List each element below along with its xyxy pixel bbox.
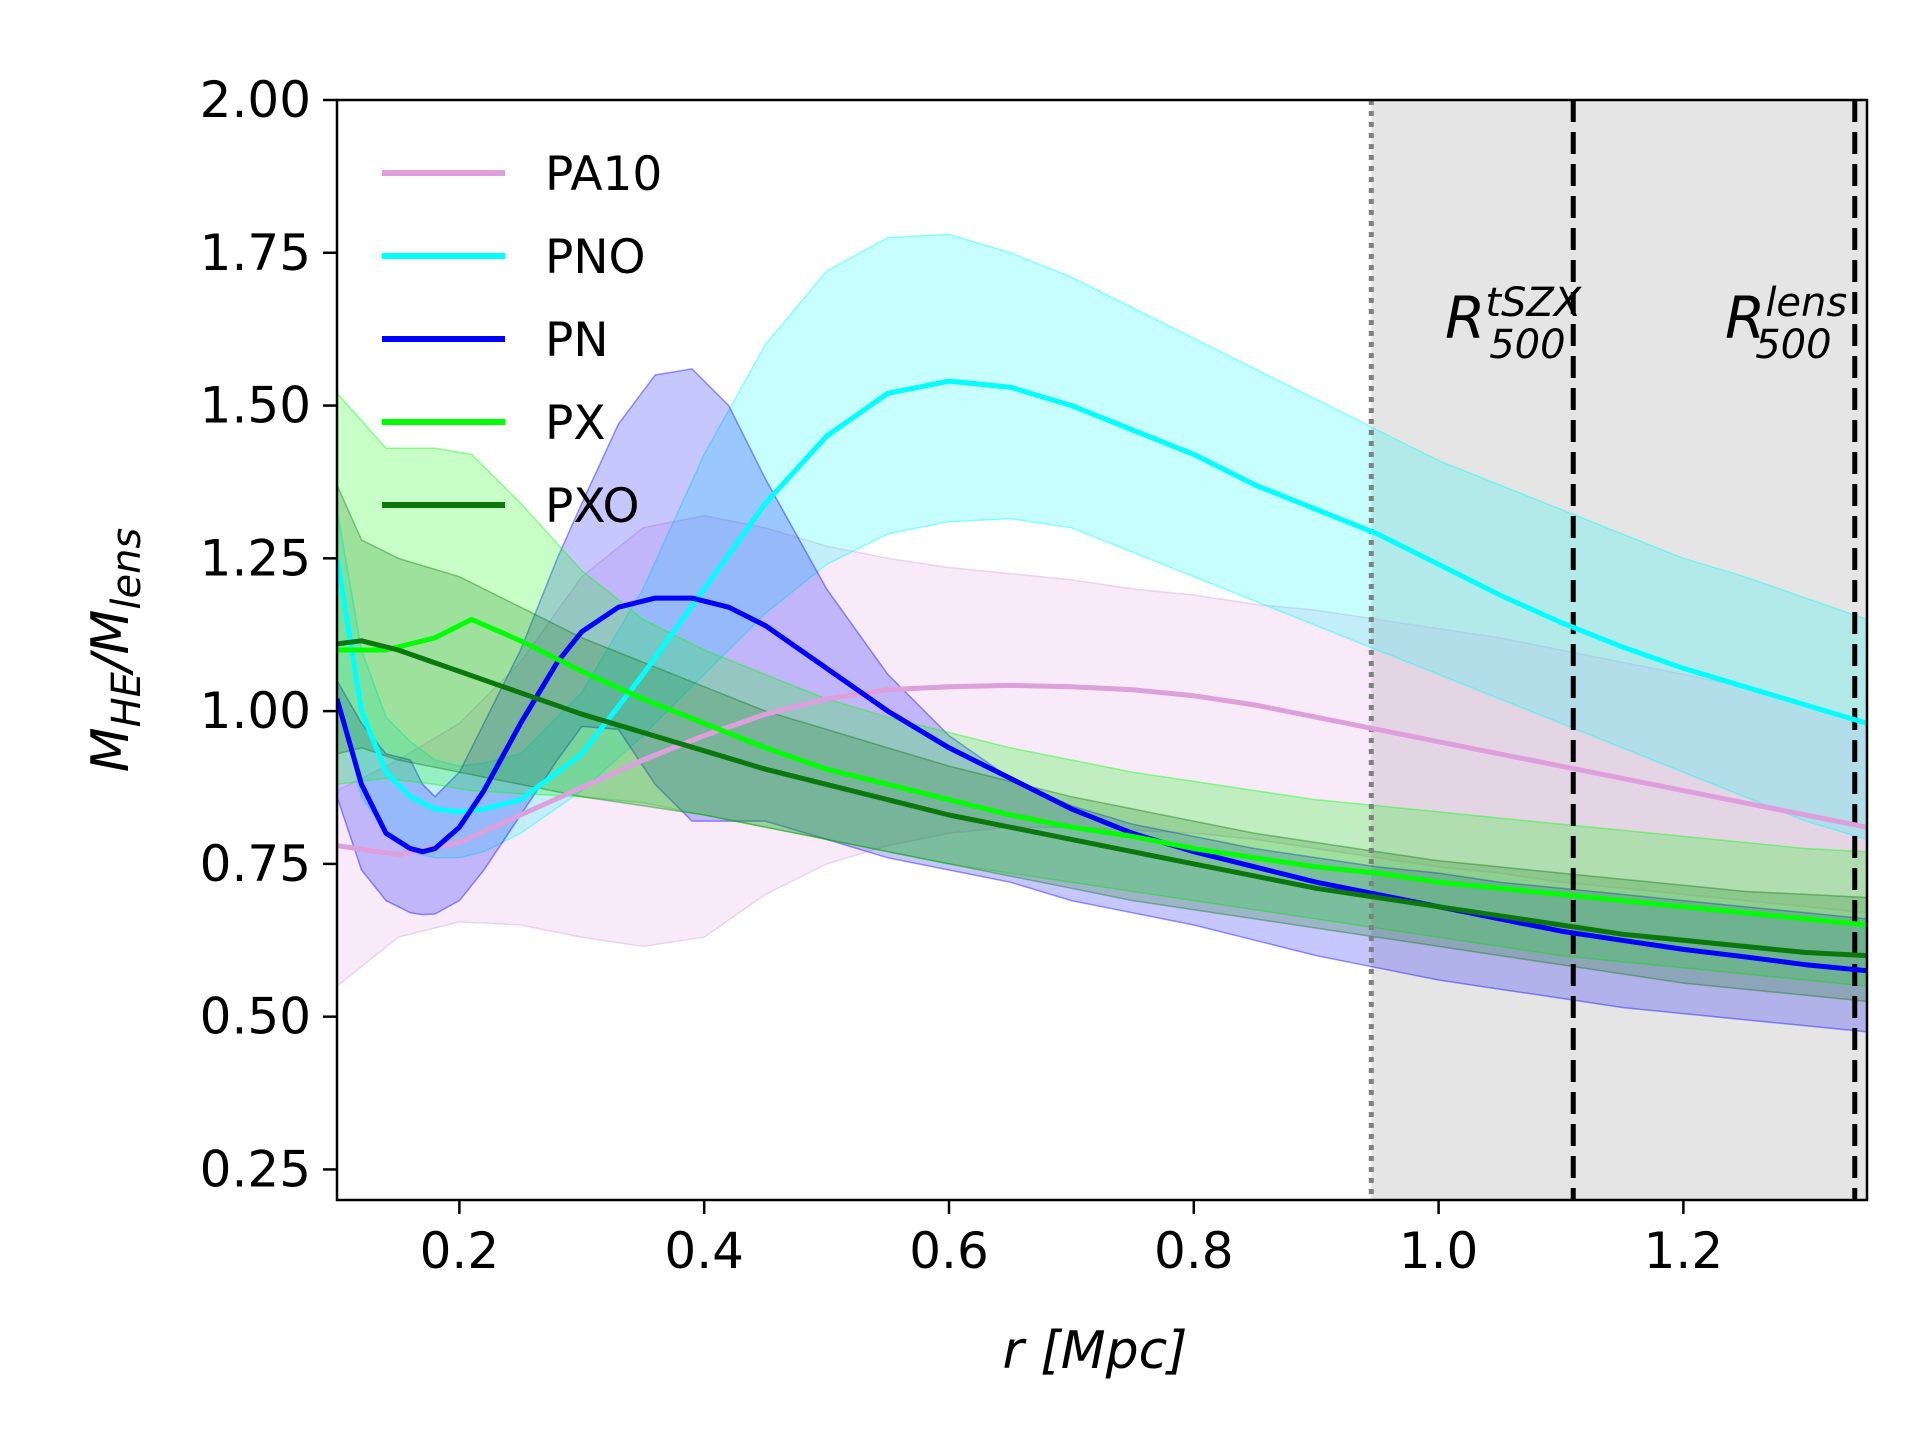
band-pno: [337, 233, 1867, 859]
y-tick-label: 0.75: [200, 835, 311, 893]
y-tick-label: 0.25: [200, 1140, 311, 1198]
x-tick-label: 1.0: [1399, 1222, 1479, 1280]
line-pxo: [337, 638, 1867, 959]
y-tick-label: 1.75: [200, 224, 311, 282]
y-tick-label: 0.50: [200, 988, 311, 1046]
x-axis-title: r [Mpc]: [1003, 1321, 1188, 1381]
axes-frame: [335, 98, 1869, 1202]
x-tick-label: 0.2: [420, 1222, 500, 1280]
legend-label-pxo: PXO: [545, 479, 640, 534]
axes: 0.2 0.4 0.6 0.8 1.0 1.2 0.25 0.50 0.75 1.00 1.25 1.…: [200, 71, 1869, 1280]
legend-label-pa10: PA10: [545, 147, 662, 202]
annotation-r500-lens: Rlens 500: [1725, 280, 1847, 368]
legend-label-pn: PN: [545, 313, 609, 368]
legend: PA10 PNO PN PX PXO: [382, 147, 662, 534]
x-tick-label: 1.2: [1644, 1222, 1724, 1280]
plot-area: RtSZX 500 Rlens 500: [337, 100, 1867, 1200]
band-pn: [337, 368, 1867, 1033]
line-px: [337, 616, 1867, 928]
plot-content: [337, 100, 1867, 1200]
y-tick-label: 1.50: [200, 377, 311, 435]
x-tick-label: 0.4: [664, 1222, 744, 1280]
legend-label-px: PX: [545, 396, 606, 451]
x-tick-label: 0.6: [909, 1222, 989, 1280]
shaded-region: [1371, 100, 1867, 1200]
band-pa10: [337, 514, 1867, 988]
annotation-r500-tszx: RtSZX 500: [1445, 280, 1583, 368]
line-pn: [337, 595, 1867, 974]
line-pa10: [337, 682, 1867, 858]
legend-label-pno: PNO: [545, 230, 646, 285]
y-tick-label: 2.00: [200, 71, 311, 129]
x-tick-label: 0.8: [1154, 1222, 1234, 1280]
line-pno: [337, 378, 1867, 815]
y-tick-label: 1.00: [200, 682, 311, 740]
y-axis-title: MHE/Mlens: [81, 528, 150, 773]
y-tick-label: 1.25: [200, 529, 311, 587]
band-pxo: [337, 484, 1867, 1003]
